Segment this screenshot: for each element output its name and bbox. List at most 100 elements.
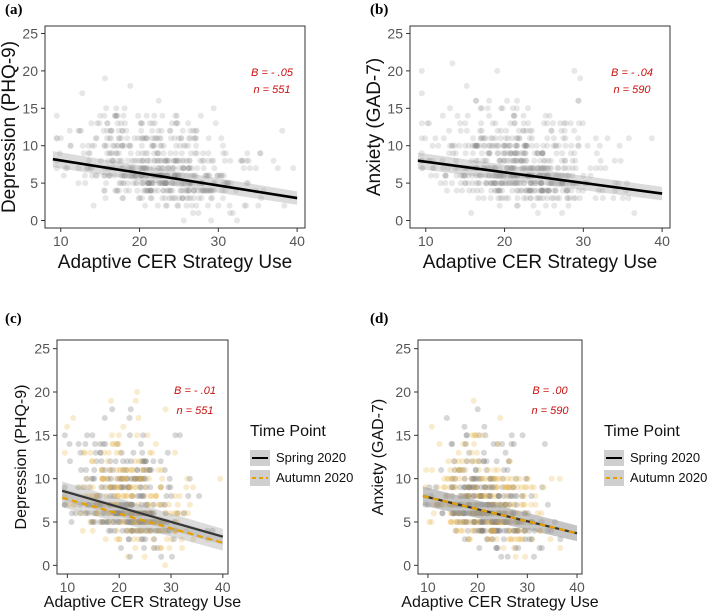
data-point xyxy=(463,432,470,439)
data-point xyxy=(123,127,130,134)
data-point xyxy=(180,142,187,149)
data-point xyxy=(508,150,514,157)
data-point xyxy=(142,536,149,543)
data-point xyxy=(457,180,464,187)
data-point xyxy=(158,142,165,149)
data-point xyxy=(185,165,192,172)
data-point xyxy=(136,195,143,202)
data-point xyxy=(138,142,145,149)
data-point xyxy=(112,458,119,465)
data-point xyxy=(534,150,541,157)
data-point xyxy=(550,180,557,187)
data-point xyxy=(515,527,521,534)
data-point xyxy=(497,157,504,164)
data-point xyxy=(545,180,552,187)
data-point xyxy=(109,406,116,413)
data-point xyxy=(162,180,169,187)
data-point xyxy=(522,150,529,157)
data-point xyxy=(493,484,500,491)
data-point xyxy=(544,135,551,142)
chart-panel-2: 10 20 30 40 0 5 10 15 20 25 Adaptive CER Strategy … xyxy=(364,2,671,273)
data-point xyxy=(176,142,183,149)
data-point xyxy=(462,142,469,149)
data-point xyxy=(541,441,548,447)
annotation-n: n = 551 xyxy=(253,84,290,96)
data-point xyxy=(535,195,542,202)
data-point xyxy=(138,120,145,127)
data-point xyxy=(482,135,489,142)
data-point xyxy=(495,195,502,202)
data-point xyxy=(520,150,527,157)
data-point xyxy=(104,120,111,127)
data-point xyxy=(536,545,543,551)
data-point xyxy=(477,135,484,142)
data-point xyxy=(179,195,186,202)
data-point xyxy=(472,97,479,104)
data-point xyxy=(187,135,194,142)
data-point xyxy=(554,165,561,172)
data-point xyxy=(562,120,569,127)
data-point xyxy=(564,195,571,202)
legend-title: Time Point xyxy=(250,423,326,440)
data-point xyxy=(476,545,483,551)
data-point xyxy=(188,165,195,172)
data-point xyxy=(141,484,148,491)
data-point xyxy=(508,484,515,491)
data-point xyxy=(571,127,578,134)
data-point xyxy=(486,150,493,157)
data-point xyxy=(565,172,572,179)
data-point xyxy=(169,553,175,560)
data-point xyxy=(478,187,485,194)
data-point xyxy=(558,180,565,187)
data-point xyxy=(488,142,495,149)
data-point xyxy=(497,415,504,421)
data-point xyxy=(123,493,130,499)
data-point xyxy=(132,397,139,404)
data-point xyxy=(496,187,503,194)
data-point xyxy=(203,172,210,179)
data-point xyxy=(493,172,500,179)
data-point xyxy=(498,180,505,187)
data-point xyxy=(172,157,179,164)
data-point xyxy=(119,127,126,134)
data-point xyxy=(151,135,158,142)
data-point xyxy=(149,120,156,127)
data-point xyxy=(156,180,163,187)
data-point xyxy=(449,60,456,67)
data-point xyxy=(157,157,164,164)
y-tick-label: 5 xyxy=(395,175,403,191)
data-point xyxy=(140,135,147,142)
data-point xyxy=(483,180,490,187)
data-point xyxy=(494,67,501,74)
data-point xyxy=(111,172,118,179)
data-point xyxy=(198,195,205,202)
data-point xyxy=(477,172,484,179)
data-point xyxy=(118,449,125,456)
data-point xyxy=(185,142,192,149)
data-point xyxy=(270,157,277,164)
data-point xyxy=(121,105,128,112)
data-point xyxy=(498,180,505,187)
data-point xyxy=(193,135,200,142)
data-point xyxy=(106,172,113,179)
data-point xyxy=(482,475,489,482)
data-point xyxy=(494,467,501,473)
data-point xyxy=(179,127,186,134)
data-point xyxy=(157,484,164,491)
data-point xyxy=(120,180,127,187)
data-point xyxy=(115,475,121,482)
data-point xyxy=(177,187,184,194)
data-point xyxy=(480,449,487,456)
data-point xyxy=(99,467,106,473)
data-point xyxy=(164,180,171,187)
data-point xyxy=(119,142,126,149)
data-point xyxy=(471,142,478,149)
data-point xyxy=(222,180,229,187)
chart-panel-3: 10 20 30 40 0 5 10 15 20 25 Adaptive CER Strategy … xyxy=(5,311,353,611)
data-point xyxy=(472,519,478,525)
data-point xyxy=(245,180,252,187)
data-point xyxy=(554,172,561,179)
data-point xyxy=(178,135,184,142)
data-point xyxy=(563,187,570,194)
data-point xyxy=(469,150,476,157)
